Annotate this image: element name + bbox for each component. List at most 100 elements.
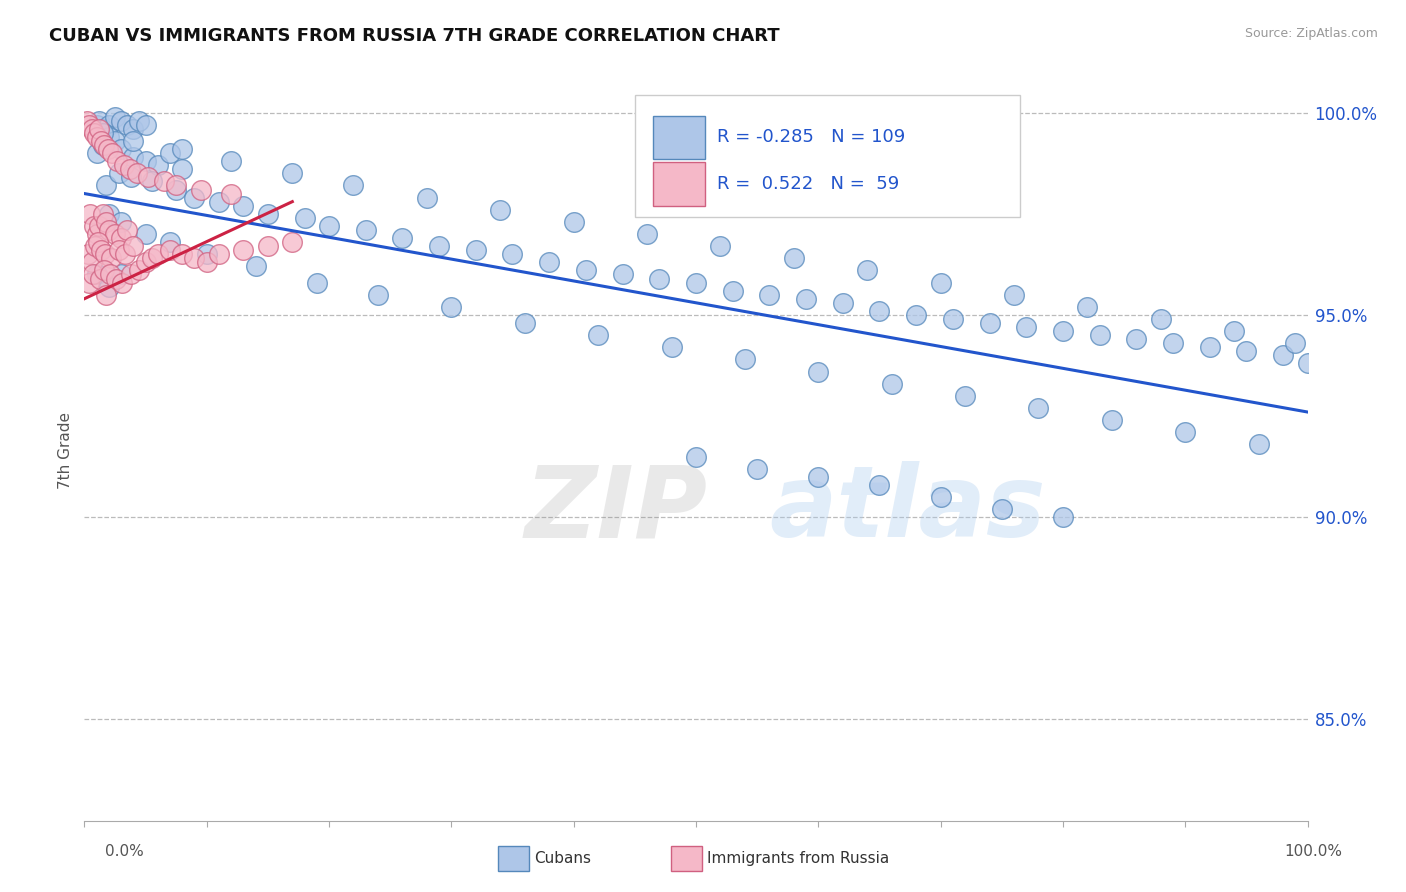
Point xyxy=(427,239,450,253)
Point xyxy=(1284,336,1306,351)
Point xyxy=(172,142,194,156)
Point xyxy=(709,239,731,253)
Point xyxy=(1247,437,1270,451)
Point xyxy=(195,247,218,261)
Point xyxy=(159,243,181,257)
FancyBboxPatch shape xyxy=(654,116,704,160)
Point xyxy=(82,268,104,282)
Point xyxy=(80,255,103,269)
Point xyxy=(869,478,891,492)
Point xyxy=(1161,336,1184,351)
Point xyxy=(685,450,707,464)
Point xyxy=(104,110,127,124)
Point xyxy=(208,194,231,209)
Point xyxy=(257,207,280,221)
Point xyxy=(96,215,118,229)
Point xyxy=(979,316,1001,330)
Text: atlas: atlas xyxy=(769,461,1046,558)
Point xyxy=(141,252,163,266)
Point xyxy=(125,166,148,180)
Point xyxy=(96,178,118,193)
Point xyxy=(97,223,120,237)
Point xyxy=(661,340,683,354)
Point xyxy=(734,352,756,367)
Point xyxy=(91,126,114,140)
Point xyxy=(114,247,136,261)
FancyBboxPatch shape xyxy=(654,162,704,206)
Point xyxy=(159,146,181,161)
Point xyxy=(135,118,157,132)
Point xyxy=(111,276,134,290)
Point xyxy=(122,150,145,164)
Point xyxy=(1052,324,1074,338)
Point xyxy=(128,113,150,128)
Point xyxy=(93,263,115,277)
Point xyxy=(245,260,267,274)
Y-axis label: 7th Grade: 7th Grade xyxy=(58,412,73,489)
Point xyxy=(86,268,108,282)
Point xyxy=(76,113,98,128)
Text: Immigrants from Russia: Immigrants from Russia xyxy=(707,851,890,865)
Point xyxy=(110,113,132,128)
Point xyxy=(100,252,122,266)
Point xyxy=(153,174,176,188)
Point xyxy=(1236,344,1258,359)
Point xyxy=(93,138,115,153)
Point xyxy=(159,235,181,249)
Point xyxy=(96,287,118,301)
Point xyxy=(104,134,127,148)
Point xyxy=(87,113,110,128)
Point xyxy=(110,268,132,282)
Point xyxy=(94,247,117,261)
Point xyxy=(86,146,108,161)
Point xyxy=(190,182,212,196)
Point xyxy=(1052,510,1074,524)
Point xyxy=(110,142,132,156)
Point xyxy=(942,312,965,326)
Point xyxy=(294,211,316,225)
Text: Source: ZipAtlas.com: Source: ZipAtlas.com xyxy=(1244,27,1378,40)
Point xyxy=(636,227,658,241)
FancyBboxPatch shape xyxy=(636,95,1021,218)
Point xyxy=(98,268,121,282)
Point xyxy=(110,215,132,229)
Point xyxy=(104,227,127,241)
Point xyxy=(97,118,120,132)
Point xyxy=(87,121,110,136)
Point xyxy=(115,118,138,132)
Point xyxy=(953,389,976,403)
Point xyxy=(97,129,120,144)
Point xyxy=(513,316,536,330)
Point xyxy=(91,207,114,221)
Text: R =  0.522   N =  59: R = 0.522 N = 59 xyxy=(717,175,898,193)
Point xyxy=(794,292,817,306)
Point xyxy=(80,121,103,136)
Point xyxy=(135,255,157,269)
Point xyxy=(440,300,463,314)
Point xyxy=(86,129,108,144)
Point xyxy=(84,239,107,253)
Point xyxy=(122,121,145,136)
Text: Cubans: Cubans xyxy=(534,851,592,865)
Point xyxy=(91,121,114,136)
Point xyxy=(172,162,194,177)
Point xyxy=(87,219,110,233)
Point xyxy=(1296,356,1319,370)
Point xyxy=(880,376,903,391)
Point xyxy=(141,174,163,188)
Point xyxy=(991,502,1014,516)
Point xyxy=(318,219,340,233)
Point xyxy=(929,276,952,290)
Point xyxy=(219,154,242,169)
Point xyxy=(464,243,486,257)
Point xyxy=(183,252,205,266)
Point xyxy=(118,162,141,177)
Point xyxy=(281,235,304,249)
Point xyxy=(831,295,853,310)
Point xyxy=(91,138,114,153)
Point xyxy=(281,166,304,180)
Text: 100.0%: 100.0% xyxy=(1285,845,1343,859)
Point xyxy=(135,154,157,169)
Point xyxy=(83,126,105,140)
Point xyxy=(721,284,744,298)
